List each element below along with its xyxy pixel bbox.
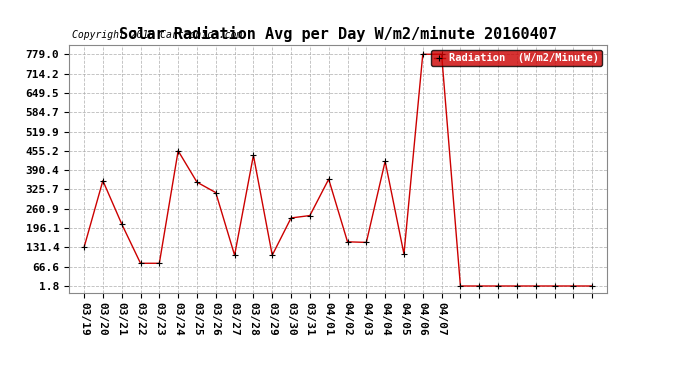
Radiation  (W/m2/Minute) [551,284,559,288]
Text: Copyright 2016 Cartronics.com: Copyright 2016 Cartronics.com [72,30,242,40]
Radiation  (W/m2/Minute) [155,261,164,266]
Radiation  (W/m2/Minute) [287,216,295,220]
Radiation  (W/m2/Minute) [117,222,126,226]
Radiation  (W/m2/Minute) [344,240,352,244]
Radiation  (W/m2/Minute) [268,253,277,258]
Radiation  (W/m2/Minute) [249,153,257,158]
Radiation  (W/m2/Minute) [513,284,521,288]
Radiation  (W/m2/Minute) [588,284,596,288]
Radiation  (W/m2/Minute) [569,284,578,288]
Radiation  (W/m2/Minute) [230,253,239,258]
Radiation  (W/m2/Minute) [80,245,88,250]
Radiation  (W/m2/Minute) [400,252,408,256]
Legend: Radiation  (W/m2/Minute): Radiation (W/m2/Minute) [431,50,602,66]
Radiation  (W/m2/Minute) [193,180,201,184]
Radiation  (W/m2/Minute) [381,159,389,164]
Radiation  (W/m2/Minute) [456,284,464,288]
Radiation  (W/m2/Minute) [494,284,502,288]
Radiation  (W/m2/Minute) [324,177,333,182]
Title: Solar Radiation Avg per Day W/m2/minute 20160407: Solar Radiation Avg per Day W/m2/minute … [119,27,557,42]
Radiation  (W/m2/Minute) [137,261,145,266]
Radiation  (W/m2/Minute) [419,52,427,57]
Radiation  (W/m2/Minute) [437,52,446,57]
Line: Radiation  (W/m2/Minute): Radiation (W/m2/Minute) [81,51,595,290]
Radiation  (W/m2/Minute) [475,284,484,288]
Radiation  (W/m2/Minute) [99,178,107,183]
Radiation  (W/m2/Minute) [212,190,220,195]
Radiation  (W/m2/Minute) [306,213,314,218]
Radiation  (W/m2/Minute) [174,148,182,153]
Radiation  (W/m2/Minute) [531,284,540,288]
Radiation  (W/m2/Minute) [362,240,371,244]
